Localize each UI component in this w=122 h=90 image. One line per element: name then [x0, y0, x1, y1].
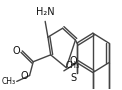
Text: S: S — [70, 73, 76, 83]
Text: O: O — [20, 71, 28, 81]
Text: O: O — [13, 46, 20, 56]
Text: CH₃: CH₃ — [66, 61, 80, 70]
Text: O: O — [69, 56, 77, 66]
Text: CH₃: CH₃ — [2, 77, 16, 86]
Text: H₂N: H₂N — [36, 7, 55, 17]
